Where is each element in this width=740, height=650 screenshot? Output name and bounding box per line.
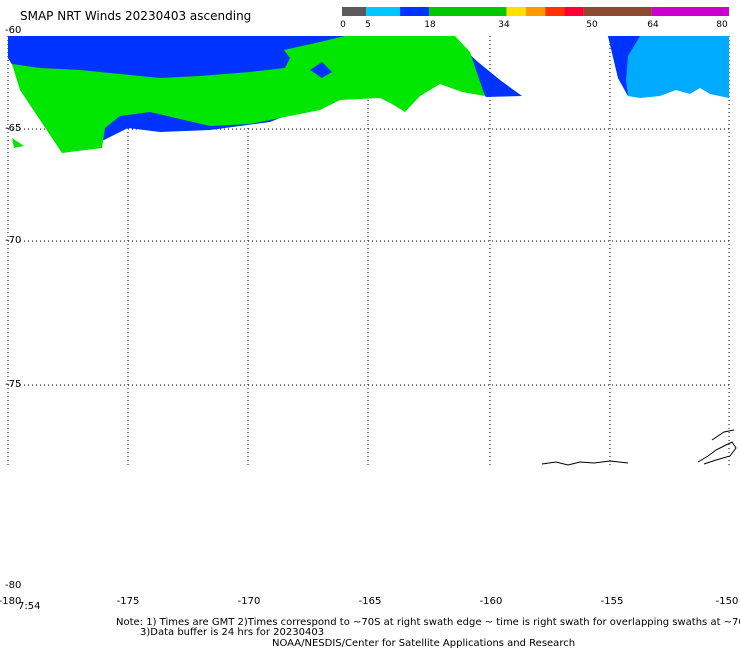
- wind-swath-right-edge: [608, 36, 640, 96]
- wind-swath-light: [608, 36, 729, 98]
- note-line-1: Note: 1) Times are GMT 2)Times correspon…: [116, 617, 740, 628]
- colorbar-swatch: [342, 7, 367, 16]
- colorbar-swatch: [583, 7, 652, 16]
- colorbar-swatch: [506, 7, 526, 16]
- lat-label: -60: [5, 25, 22, 36]
- wind-patch-low: [310, 62, 332, 78]
- swath-time-label: 7:54: [18, 601, 41, 612]
- lon-label: -175: [116, 596, 140, 607]
- colorbar-swatch: [400, 7, 430, 16]
- lat-label: -80: [5, 580, 22, 591]
- colorbar-tick-label: 50: [586, 20, 598, 30]
- colorbar-swatch: [366, 7, 401, 16]
- lat-label: -65: [5, 123, 22, 134]
- lon-label: -180: [0, 596, 22, 607]
- lon-label: -170: [237, 596, 261, 607]
- colorbar-tick-label: 34: [498, 20, 510, 30]
- note-line-3: NOAA/NESDIS/Center for Satellite Applica…: [272, 638, 576, 649]
- lon-label: -165: [358, 596, 382, 607]
- colorbar-swatch: [545, 7, 565, 16]
- colorbar-tick-label: 64: [647, 20, 659, 30]
- colorbar-swatch: [525, 7, 546, 16]
- coastline: [541, 429, 737, 466]
- colorbar-swatch: [564, 7, 584, 16]
- wind-swath-mid: [12, 36, 485, 153]
- lat-label: -75: [5, 379, 22, 390]
- graticule: [7, 36, 730, 465]
- lon-label: -160: [479, 596, 503, 607]
- colorbar-tick-label: 80: [716, 20, 728, 30]
- colorbar-tick-label: 5: [365, 20, 371, 30]
- colorbar-swatches: [342, 7, 729, 16]
- colorbar-swatch: [429, 7, 507, 16]
- note-line-2: 3)Data buffer is 24 hrs for 20230403: [140, 627, 325, 638]
- lat-label: -70: [5, 235, 22, 246]
- colorbar-swatch: [651, 7, 729, 16]
- lon-label: -150: [715, 596, 739, 607]
- map-title: SMAP NRT Winds 20230403 ascending: [20, 9, 252, 23]
- wind-fleck: [12, 138, 24, 148]
- lon-label: -155: [600, 596, 624, 607]
- colorbar-tick-label: 0: [340, 20, 346, 30]
- colorbar-tick-label: 18: [424, 20, 436, 30]
